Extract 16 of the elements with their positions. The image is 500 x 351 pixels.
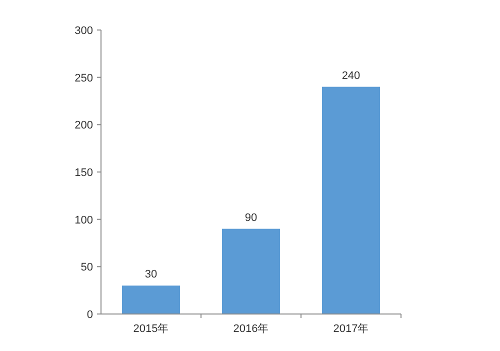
y-tick-label: 50 <box>80 262 93 274</box>
bar <box>222 228 280 314</box>
data-label: 90 <box>244 212 258 224</box>
bar <box>122 286 180 314</box>
x-tick-label: 2017年 <box>333 323 369 335</box>
x-tick-label: 2016年 <box>233 323 269 335</box>
bar <box>322 86 380 314</box>
y-tick-label: 300 <box>74 25 93 37</box>
y-tick-label: 100 <box>74 214 93 226</box>
data-label: 240 <box>342 70 360 82</box>
y-tick-label: 0 <box>86 309 93 321</box>
data-label: 30 <box>144 268 158 281</box>
y-tick-label: 250 <box>74 72 93 84</box>
x-tick-label: 2015年 <box>133 323 169 335</box>
y-tick-label: 150 <box>74 167 93 179</box>
y-tick-label: 200 <box>74 120 93 132</box>
